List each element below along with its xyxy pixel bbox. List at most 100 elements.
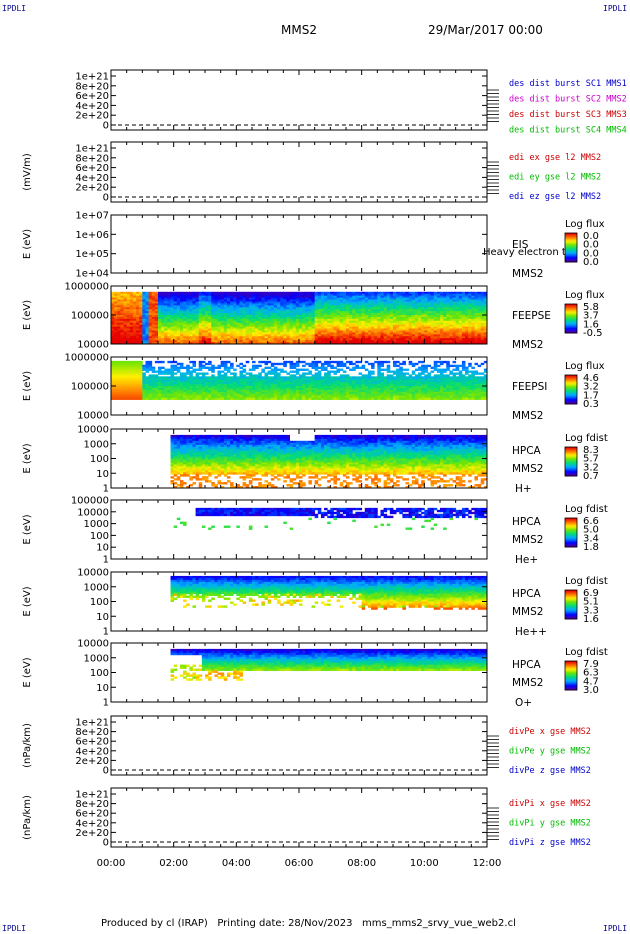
- y-tick-label: 6e+20: [75, 91, 109, 102]
- colorbar: [564, 589, 578, 620]
- colorbar-tick-label: 3.2: [583, 382, 599, 393]
- ion-species-label: He+: [515, 554, 538, 566]
- y-tick-label: 8e+20: [75, 153, 109, 164]
- legend-series-2: edi ez gse l2 MMS2: [509, 192, 601, 202]
- instrument-label: HPCA: [512, 445, 542, 457]
- corner-label-br: IPDLI: [603, 924, 628, 933]
- colorbar-title: Log fdist: [565, 647, 608, 658]
- colorbar-title: Log flux: [565, 361, 605, 372]
- date-title: 29/Mar/2017 00:00: [428, 23, 543, 37]
- colorbar-tick-label: 0.0: [583, 248, 599, 259]
- colorbar-tick-label: 0.0: [583, 257, 599, 268]
- spacecraft-title: MMS2: [281, 23, 317, 37]
- y-axis-title: (nPa/km): [22, 795, 33, 840]
- y-tick-label: 1e+21: [75, 72, 109, 83]
- colorbar-tick-label: 4.7: [583, 676, 599, 687]
- panel-3: 1000000 100000 10000 E (eV) FEEPSE MMS2 Log fl…: [22, 282, 605, 352]
- instrument-label: HPCA: [512, 516, 542, 528]
- colorbar-title: Log fdist: [565, 504, 608, 515]
- y-tick-label: 1e+21: [75, 790, 109, 801]
- colorbar-tick-label: 5.7: [583, 454, 599, 465]
- y-tick-label: 1e+21: [75, 144, 109, 155]
- legend-series-0: des dist burst SC1 MMS1: [509, 79, 627, 89]
- y-tick-label: 1: [103, 555, 109, 566]
- x-tick-label: 10:00: [410, 858, 439, 869]
- legend-series-2: divPe z gse MMS2: [509, 766, 591, 776]
- colorbar-tick-label: 1.6: [583, 614, 599, 625]
- y-tick-label: 1e+06: [75, 230, 109, 241]
- y-tick-label: 6e+20: [75, 809, 109, 820]
- y-tick-label: 4e+20: [75, 173, 109, 184]
- panel-7: 10000 1000 100 10 1 E (eV) HPCA MMS2 He++ Log fdi…: [22, 568, 608, 639]
- instrument-label: MMS2: [512, 677, 543, 689]
- colorbar-tick-label: 0.0: [583, 240, 599, 251]
- legend-series-1: divPe y gse MMS2: [509, 747, 591, 757]
- panel-frame: [110, 69, 488, 131]
- colorbar-tick-label: 1.8: [583, 542, 599, 553]
- instrument-label: MMS2: [512, 339, 543, 351]
- y-tick-label: 100: [90, 597, 109, 608]
- y-tick-label: 0: [103, 193, 109, 204]
- y-tick-label: 1: [103, 698, 109, 709]
- x-tick-label: 12:00: [473, 858, 502, 869]
- colorbar-tick-label: 4.6: [583, 373, 599, 384]
- colorbar-tick-label: 5.1: [583, 597, 599, 608]
- panel-4: 1000000 100000 10000 E (eV) FEEPSI MMS2 Log fl…: [22, 353, 605, 423]
- y-tick-label: 100: [90, 668, 109, 679]
- footer-credit: Produced by cl (IRAP) Printing date: 28/…: [101, 918, 516, 929]
- y-tick-label: 1000000: [64, 353, 109, 364]
- instrument-label: MMS2: [512, 410, 543, 422]
- instrument-label: MMS2: [512, 463, 543, 475]
- y-tick-label: 10: [96, 683, 109, 694]
- spectrogram-cells: [170, 575, 488, 610]
- y-axis-title: E (eV): [22, 300, 33, 330]
- instrument-label: HPCA: [512, 659, 542, 671]
- corner-label-bl: IPDLI: [2, 924, 27, 933]
- colorbar: [564, 232, 578, 263]
- y-tick-label: 10000: [77, 639, 109, 650]
- y-tick-label: 8e+20: [75, 81, 109, 92]
- instrument-label: HPCA: [512, 588, 542, 600]
- colorbar-tick-label: 5.8: [583, 302, 599, 313]
- y-tick-label: 8e+20: [75, 727, 109, 738]
- y-tick-label: 6e+20: [75, 163, 109, 174]
- y-tick-label: 2e+20: [75, 183, 109, 194]
- colorbar-tick-label: 6.9: [583, 588, 599, 599]
- instrument-label: EIS: [512, 239, 529, 251]
- spectrogram-cells: [111, 291, 488, 345]
- y-tick-label: 8e+20: [75, 799, 109, 810]
- legend-series-1: divPi y gse MMS2: [509, 819, 591, 829]
- y-tick-label: 100000: [71, 382, 109, 393]
- instrument-label: MMS2: [512, 606, 543, 618]
- panel-frame: [110, 715, 488, 776]
- y-tick-label: 6e+20: [75, 737, 109, 748]
- y-axis-title: E (eV): [22, 657, 33, 687]
- y-tick-label: 1000: [84, 519, 109, 530]
- panel-frame: [110, 141, 488, 203]
- y-tick-label: 0: [103, 838, 109, 849]
- ion-species-label: H+: [515, 483, 532, 495]
- colorbar-tick-label: -0.5: [583, 328, 603, 339]
- y-tick-label: 1000000: [64, 282, 109, 293]
- legend-series-0: divPe x gse MMS2: [509, 727, 591, 737]
- spectrogram-cells: [170, 434, 488, 489]
- y-tick-label: 10000: [77, 568, 109, 579]
- x-tick-label: 08:00: [347, 858, 376, 869]
- colorbar-tick-label: 7.9: [583, 659, 599, 670]
- y-tick-label: 100000: [71, 311, 109, 322]
- y-tick-label: 0: [103, 121, 109, 132]
- y-axis-title: (nPa/km): [22, 723, 33, 768]
- y-tick-label: 10: [96, 612, 109, 623]
- ion-species-label: He++: [515, 626, 547, 638]
- corner-label-tl: IPDLI: [2, 4, 27, 13]
- y-tick-label: 10000: [77, 411, 109, 422]
- colorbar-tick-label: 6.3: [583, 668, 599, 679]
- x-tick-label: 04:00: [222, 858, 251, 869]
- colorbar-tick-label: 0.3: [583, 399, 599, 410]
- colorbar-tick-label: 0.7: [583, 471, 599, 482]
- legend-series-0: divPi x gse MMS2: [509, 799, 591, 809]
- colorbar-tick-label: 3.4: [583, 533, 599, 544]
- colorbar: [564, 374, 578, 405]
